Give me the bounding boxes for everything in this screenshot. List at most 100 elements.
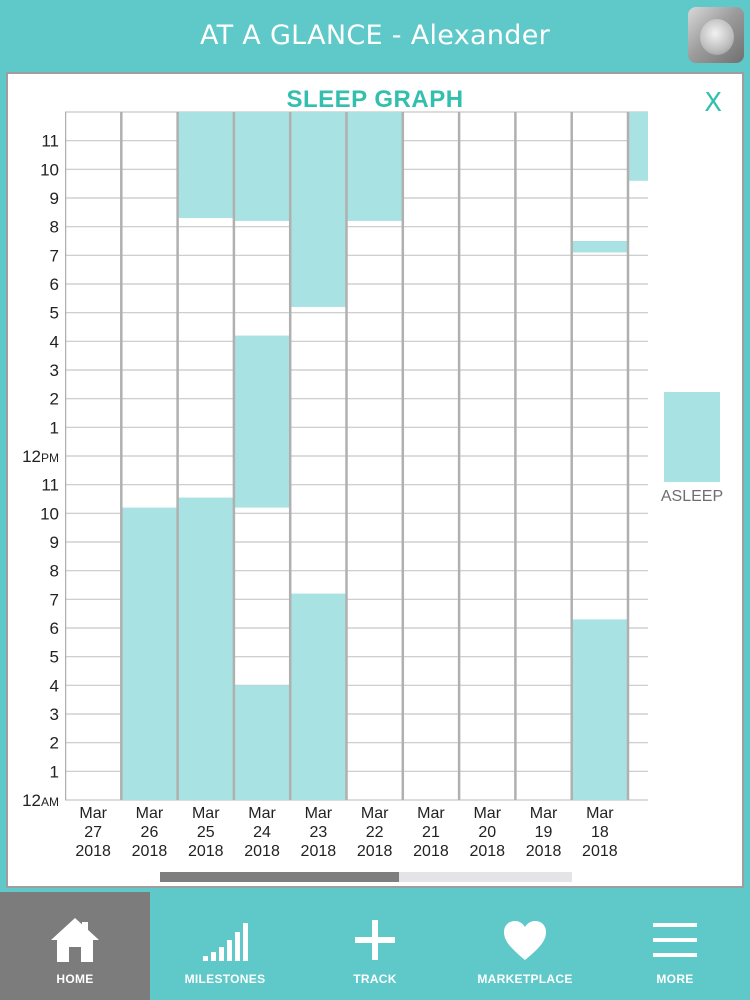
y-tick-label: 1 bbox=[50, 418, 59, 437]
y-tick-hour: 1 bbox=[50, 762, 59, 781]
x-tick-year: 2018 bbox=[301, 843, 337, 860]
y-tick-label: 10 bbox=[40, 504, 59, 523]
heart-icon bbox=[504, 921, 546, 960]
x-tick-day: 27 bbox=[84, 824, 102, 841]
plus-icon bbox=[355, 920, 395, 960]
legend-swatch-asleep bbox=[664, 392, 720, 482]
y-tick-hour: 8 bbox=[50, 218, 59, 237]
y-tick-label: 8 bbox=[50, 562, 59, 581]
y-tick-hour: 3 bbox=[50, 705, 59, 724]
x-tick-month: Mar bbox=[473, 805, 501, 822]
y-tick-label: 5 bbox=[50, 304, 59, 323]
y-tick-hour: 3 bbox=[50, 361, 59, 380]
x-tick-year: 2018 bbox=[582, 843, 618, 860]
y-tick-hour: 11 bbox=[41, 132, 59, 151]
y-tick-hour: 12 bbox=[22, 447, 41, 466]
signal-bars-icon bbox=[203, 923, 248, 961]
x-tick-year: 2018 bbox=[413, 843, 449, 860]
x-tick-day: 22 bbox=[366, 824, 384, 841]
y-tick-label: 2 bbox=[50, 390, 59, 409]
x-tick-year: 2018 bbox=[526, 843, 562, 860]
x-tick-day: 20 bbox=[478, 824, 496, 841]
x-tick-day: 19 bbox=[535, 824, 553, 841]
y-tick-hour: 12 bbox=[22, 791, 41, 810]
y-tick-hour: 9 bbox=[50, 533, 59, 552]
y-tick-hour: 4 bbox=[50, 332, 59, 351]
plot-area bbox=[65, 111, 648, 801]
x-tick-month: Mar bbox=[248, 805, 276, 822]
avatar[interactable] bbox=[688, 7, 744, 63]
x-tick-year: 2 bbox=[652, 843, 661, 860]
tab-milestones[interactable]: MILESTONES bbox=[150, 892, 300, 1000]
tab-more[interactable]: MORE bbox=[600, 892, 750, 1000]
y-tick-label: 11 bbox=[41, 476, 59, 495]
y-tick-hour: 2 bbox=[50, 734, 59, 753]
y-tick-hour: 9 bbox=[50, 189, 59, 208]
x-tick-month: Mar bbox=[79, 805, 107, 822]
x-tick-month: M bbox=[649, 805, 662, 822]
sleep-bar bbox=[233, 685, 291, 800]
y-tick-hour: 2 bbox=[50, 390, 59, 409]
sleep-graph-panel: SLEEP GRAPH X 12AM 1 2 3 4 5 6 7 8 9 10 11 12PM 1 2 3 4 5… bbox=[6, 72, 744, 888]
sleep-bar bbox=[628, 112, 648, 181]
x-tick-year: 2018 bbox=[75, 843, 111, 860]
avatar-photo bbox=[700, 19, 734, 55]
y-tick-hour: 5 bbox=[50, 304, 59, 323]
graph-title: SLEEP GRAPH bbox=[286, 86, 464, 113]
x-tick-month: Mar bbox=[586, 805, 614, 822]
y-tick-label: 3 bbox=[50, 361, 59, 380]
tab-more-label: MORE bbox=[656, 972, 694, 986]
y-tick-hour: 11 bbox=[41, 476, 59, 495]
tab-home[interactable]: HOME bbox=[0, 892, 150, 1000]
y-tick-label: 11 bbox=[41, 132, 59, 151]
y-tick-label: 4 bbox=[50, 676, 59, 695]
y-tick-label: 3 bbox=[50, 705, 59, 724]
sleep-chart[interactable]: 12AM123456789101112PM1234567891011Mar272… bbox=[8, 74, 742, 886]
y-tick-hour: 6 bbox=[50, 619, 59, 638]
x-tick-year: 2018 bbox=[132, 843, 168, 860]
y-tick-label: 12PM bbox=[22, 447, 59, 466]
legend-label-asleep: ASLEEP bbox=[660, 488, 724, 505]
y-tick-label: 7 bbox=[50, 590, 59, 609]
y-tick-label: 1 bbox=[50, 762, 59, 781]
tab-milestones-label: MILESTONES bbox=[184, 972, 266, 986]
x-tick-year: 2018 bbox=[244, 843, 280, 860]
x-tick-year: 2018 bbox=[188, 843, 224, 860]
y-tick-hour: 8 bbox=[50, 562, 59, 581]
x-tick-day: 1 bbox=[652, 824, 661, 841]
page-title: AT A GLANCE - Alexander bbox=[199, 20, 551, 51]
sleep-bar bbox=[233, 112, 291, 221]
sleep-bar bbox=[290, 593, 347, 800]
y-tick-hour: 10 bbox=[40, 160, 59, 179]
sleep-bar bbox=[177, 112, 234, 219]
y-tick-label: 5 bbox=[50, 648, 59, 667]
horizontal-scrollbar[interactable] bbox=[160, 872, 572, 882]
close-button[interactable]: X bbox=[704, 88, 722, 118]
y-tick-hour: 5 bbox=[50, 648, 59, 667]
tab-track-label: TRACK bbox=[353, 972, 397, 986]
menu-icon bbox=[653, 923, 697, 957]
y-tick-label: 6 bbox=[50, 619, 59, 638]
sleep-bar bbox=[177, 497, 234, 800]
x-tick-month: Mar bbox=[530, 805, 558, 822]
x-tick-month: Mar bbox=[136, 805, 164, 822]
tab-marketplace-label: MARKETPLACE bbox=[477, 972, 573, 986]
y-tick-meridiem: AM bbox=[41, 795, 59, 809]
y-tick-label: 10 bbox=[40, 160, 59, 179]
x-tick-month: Mar bbox=[361, 805, 389, 822]
tab-marketplace[interactable]: MARKETPLACE bbox=[450, 892, 600, 1000]
x-axis-labels: Mar272018Mar262018Mar252018Mar242018Mar2… bbox=[75, 805, 662, 860]
sleep-bar bbox=[121, 507, 178, 800]
x-tick-year: 2018 bbox=[357, 843, 393, 860]
tab-track[interactable]: TRACK bbox=[300, 892, 450, 1000]
y-tick-hour: 6 bbox=[50, 275, 59, 294]
y-tick-label: 8 bbox=[50, 218, 59, 237]
y-tick-meridiem: PM bbox=[41, 451, 59, 465]
x-tick-month: Mar bbox=[305, 805, 333, 822]
scrollbar-thumb[interactable] bbox=[160, 872, 399, 882]
y-tick-hour: 10 bbox=[40, 504, 59, 523]
x-tick-day: 25 bbox=[197, 824, 215, 841]
x-tick-day: 21 bbox=[422, 824, 440, 841]
x-tick-year: 2018 bbox=[469, 843, 505, 860]
x-tick-month: Mar bbox=[417, 805, 445, 822]
